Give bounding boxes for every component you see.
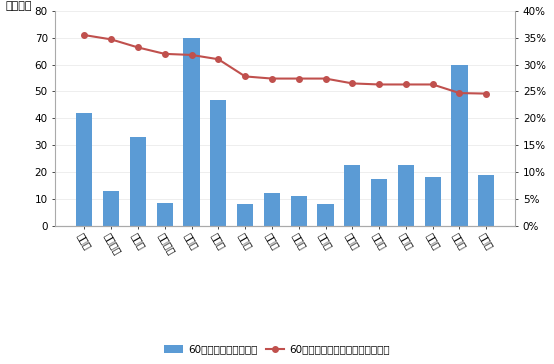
Bar <box>264 194 280 226</box>
Bar <box>103 191 119 226</box>
Bar <box>317 204 334 226</box>
Bar <box>157 203 173 226</box>
Bar <box>130 137 146 226</box>
Bar <box>211 99 227 226</box>
Bar <box>398 165 414 226</box>
Bar <box>237 204 253 226</box>
Bar <box>452 65 468 226</box>
Legend: 60岁及以上户籍人口数, 60岁及以上户籍人口占总人口比例: 60岁及以上户籍人口数, 60岁及以上户籍人口占总人口比例 <box>160 340 394 359</box>
Bar <box>371 179 387 226</box>
Bar <box>76 113 93 226</box>
Bar <box>291 196 307 226</box>
Bar <box>425 177 441 226</box>
Bar <box>344 165 360 226</box>
Y-axis label: （万人）: （万人） <box>6 1 32 11</box>
Bar <box>478 175 494 226</box>
Bar <box>183 38 199 226</box>
